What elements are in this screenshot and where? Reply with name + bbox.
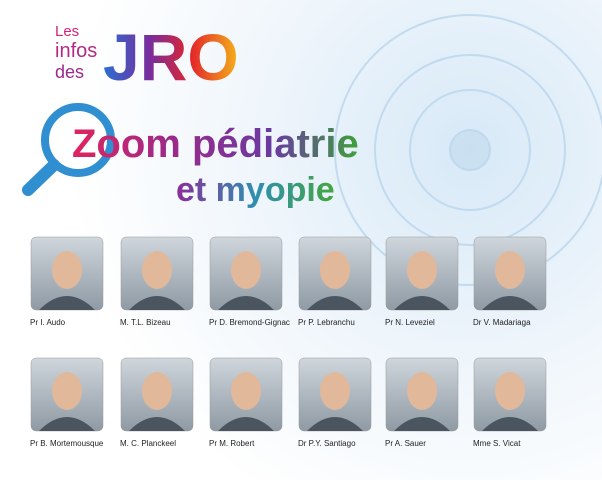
- title-line2: et myopie: [176, 171, 335, 209]
- photo-shoulders: [129, 296, 185, 310]
- person-name: Dr V. Madariaga: [473, 318, 531, 327]
- photo-face: [495, 372, 525, 410]
- photo-face: [320, 251, 350, 289]
- photo-shoulders: [482, 296, 538, 310]
- person-name: Pr N. Leveziel: [385, 318, 435, 327]
- person-name: Pr M. Robert: [209, 439, 255, 448]
- person-name: Mme S. Vicat: [473, 439, 521, 448]
- photo-shoulders: [218, 296, 274, 310]
- photo-face: [142, 251, 172, 289]
- photo-shoulders: [482, 417, 538, 431]
- person-name: M. T.L. Bizeau: [120, 318, 171, 327]
- title-line1: Zoom pédiatrie: [72, 122, 359, 166]
- photo-face: [52, 251, 82, 289]
- photo-face: [231, 251, 261, 289]
- logo-jro: JRO: [103, 20, 239, 94]
- photo-face: [407, 251, 437, 289]
- photo-face: [407, 372, 437, 410]
- photo-shoulders: [307, 417, 363, 431]
- photo-shoulders: [39, 296, 95, 310]
- background-circles: [334, 14, 602, 286]
- photo-shoulders: [129, 417, 185, 431]
- photo-face: [495, 251, 525, 289]
- photo-shoulders: [39, 417, 95, 431]
- logo-les: Les: [55, 23, 79, 40]
- photo-shoulders: [394, 417, 450, 431]
- photo-face: [142, 372, 172, 410]
- logo-des: des: [55, 62, 84, 82]
- photo-face: [231, 372, 261, 410]
- person-name: Pr P. Lebranchu: [298, 318, 355, 327]
- person-name: Pr D. Bremond-Gignac: [209, 318, 290, 327]
- person-name: Dr P.Y. Santiago: [298, 439, 356, 448]
- logo-infos: infos: [55, 40, 97, 62]
- person-name: Pr A. Sauer: [385, 439, 426, 448]
- person-name: Pr B. Mortemousque: [30, 439, 104, 448]
- photo-shoulders: [307, 296, 363, 310]
- person-name: M. C. Planckeel: [120, 439, 177, 448]
- photo-shoulders: [218, 417, 274, 431]
- magnifier-icon: [22, 103, 115, 196]
- person-name: Pr I. Audo: [30, 318, 66, 327]
- photo-shoulders: [394, 296, 450, 310]
- photo-face: [52, 372, 82, 410]
- photo-face: [320, 372, 350, 410]
